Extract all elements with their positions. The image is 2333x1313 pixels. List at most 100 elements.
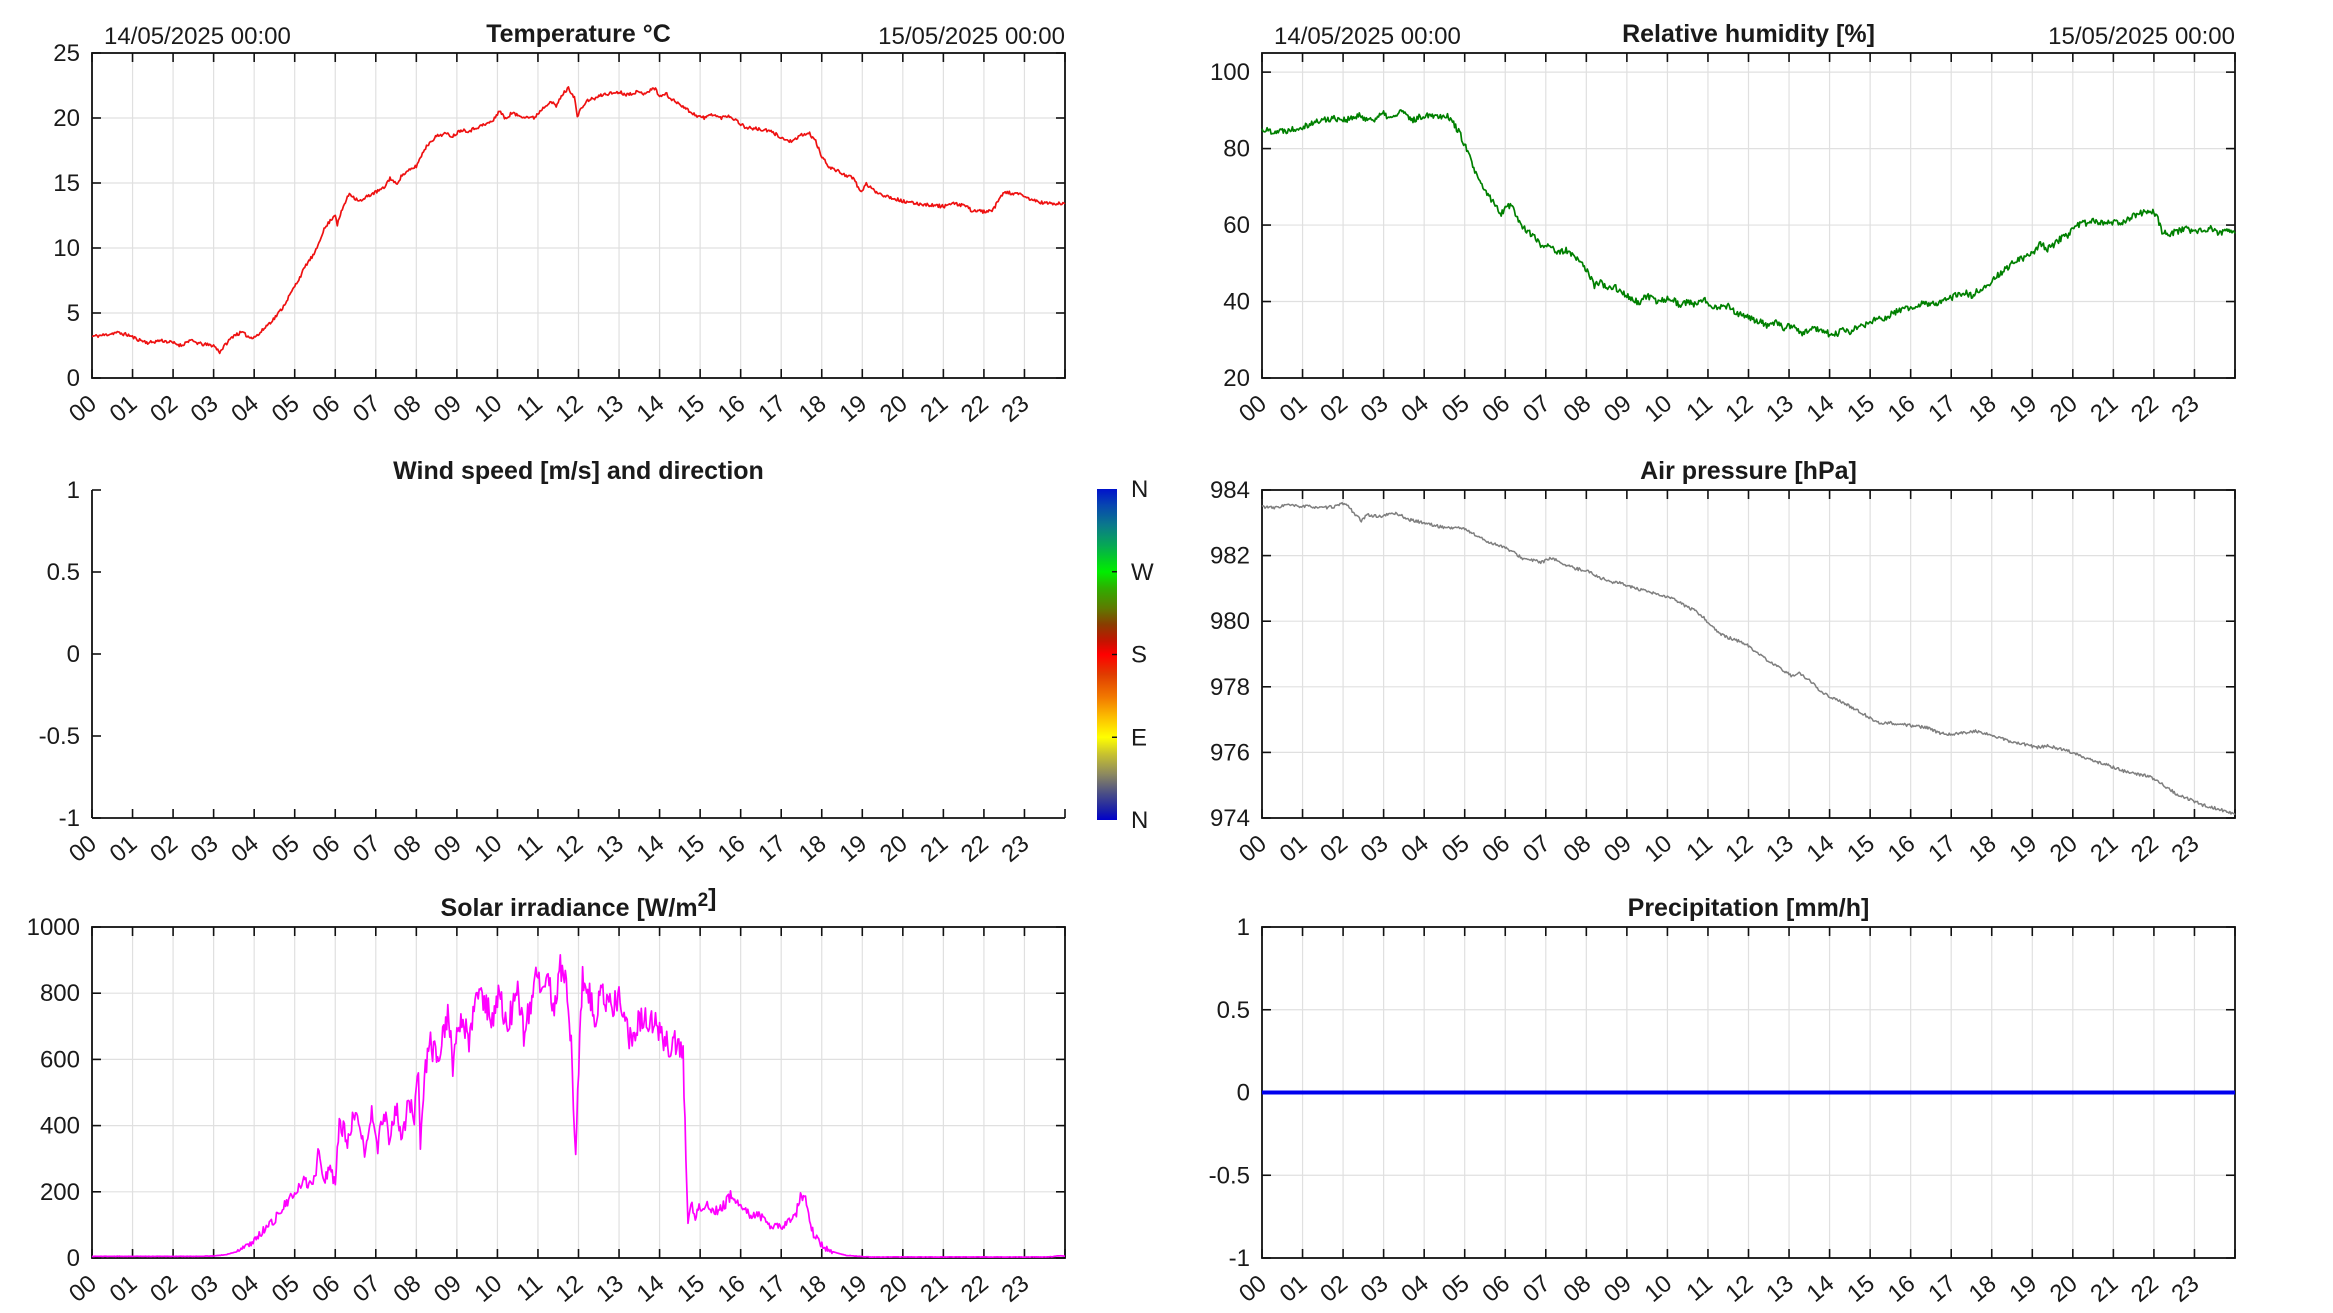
x-tick-label: 02 [1315, 1270, 1353, 1308]
x-tick-label: 11 [1681, 390, 1717, 427]
x-tick-label: 14 [632, 390, 670, 428]
x-tick-label: 00 [1234, 830, 1272, 868]
x-tick-label: 22 [956, 1270, 994, 1308]
grid-lines [1262, 490, 2235, 818]
x-tick-label: 19 [2004, 1270, 2042, 1308]
wind-direction-colorbar: N W S E N [1097, 476, 1154, 834]
x-tick-label: 20 [2045, 830, 2083, 868]
x-tick-label: 08 [1558, 390, 1596, 428]
y-tick-label: 0 [67, 1245, 80, 1272]
x-tick-label: 01 [1275, 1270, 1313, 1308]
y-tick-label: 0 [67, 365, 80, 392]
x-tick-label: 10 [1639, 390, 1677, 428]
x-tick-label: 14 [1802, 1270, 1840, 1308]
x-tick-label: 00 [1234, 1270, 1272, 1308]
y-tick-label: 15 [53, 170, 80, 197]
x-tick-label: 05 [267, 830, 305, 868]
x-tick-label: 21 [915, 1270, 953, 1308]
x-tick-label: 14 [632, 1270, 670, 1308]
x-tick-label: 06 [1477, 390, 1515, 428]
y-tick-label: 976 [1210, 739, 1250, 766]
x-tick-label: 17 [1923, 390, 1961, 428]
x-tick-label: 15 [672, 1270, 710, 1308]
y-tick-label: 25 [53, 40, 80, 67]
y-tick-label: 40 [1223, 289, 1250, 316]
x-tick-label: 08 [1558, 830, 1596, 868]
x-tick-label: 03 [1356, 390, 1394, 428]
x-tick-label: 14 [632, 830, 670, 868]
chart-title: Precipitation [mm/h] [1628, 894, 1870, 922]
x-tick-label: 14 [1802, 830, 1840, 868]
tick-marks [1261, 489, 2236, 819]
chart-title: Temperature °C [486, 20, 671, 48]
y-tick-label: 982 [1210, 543, 1250, 570]
x-tick-label: 07 [348, 1270, 386, 1308]
x-tick-label: 02 [145, 830, 183, 868]
x-tick-label: 23 [2167, 830, 2205, 868]
x-tick-label: 04 [1396, 1270, 1434, 1308]
x-tick-label: 16 [713, 1270, 751, 1308]
x-tick-label: 12 [551, 830, 589, 868]
start-date-label: 14/05/2025 00:00 [104, 23, 291, 50]
series-line-solar [91, 954, 1066, 1259]
x-tick-label: 15 [1842, 1270, 1880, 1308]
x-tick-label: 16 [1883, 830, 1921, 868]
x-tick-label: 09 [1599, 830, 1637, 868]
x-tick-label: 03 [1356, 1270, 1394, 1308]
start-date-label: 14/05/2025 00:00 [1274, 23, 1461, 50]
x-tick-label: 17 [753, 1270, 791, 1308]
x-tick-label: 07 [1518, 1270, 1556, 1308]
x-tick-label: 16 [1883, 390, 1921, 428]
x-tick-label: 13 [591, 1270, 629, 1308]
x-tick-label: 05 [1437, 830, 1475, 868]
y-tick-label: 974 [1210, 805, 1250, 832]
x-tick-label: 18 [794, 1270, 832, 1308]
x-tick-label: 05 [267, 390, 305, 428]
x-tick-label: 11 [511, 1270, 547, 1307]
x-tick-label: 12 [551, 390, 589, 428]
x-tick-label: 15 [672, 830, 710, 868]
x-tick-label: 21 [2085, 390, 2123, 428]
y-tick-label: 980 [1210, 608, 1250, 635]
x-tick-label: 19 [2004, 390, 2042, 428]
chart-title: Wind speed [m/s] and direction [393, 457, 764, 485]
series-line-temperature [91, 86, 1066, 355]
y-tick-label: -0.5 [39, 723, 80, 750]
x-tick-label: 20 [2045, 390, 2083, 428]
x-tick-label: 17 [1923, 1270, 1961, 1308]
x-tick-label: 12 [1721, 830, 1759, 868]
y-tick-label: 80 [1223, 136, 1250, 163]
y-tick-label: -1 [1229, 1245, 1250, 1272]
x-tick-label: 17 [1923, 830, 1961, 868]
x-tick-label: 21 [2085, 1270, 2123, 1308]
x-tick-label: 04 [226, 830, 264, 868]
x-tick-label: 13 [1761, 830, 1799, 868]
x-tick-label: 22 [2126, 830, 2164, 868]
x-tick-label: 20 [2045, 1270, 2083, 1308]
x-tick-label: 23 [997, 1270, 1035, 1308]
x-tick-label: 01 [105, 390, 143, 428]
y-tick-label: 1000 [27, 914, 80, 941]
x-tick-label: 09 [1599, 390, 1637, 428]
y-tick-label: 600 [40, 1046, 80, 1073]
x-tick-label: 00 [64, 830, 102, 868]
x-tick-label: 21 [915, 390, 953, 428]
x-tick-label: 02 [145, 390, 183, 428]
x-tick-label: 23 [997, 390, 1035, 428]
x-tick-label: 16 [713, 390, 751, 428]
x-tick-label: 01 [1275, 830, 1313, 868]
x-tick-label: 22 [956, 390, 994, 428]
x-tick-label: 19 [2004, 830, 2042, 868]
x-tick-label: 10 [1639, 830, 1677, 868]
x-tick-label: 02 [1315, 390, 1353, 428]
series-line-pressure [1261, 501, 2236, 816]
chart-title: Solar irradiance [W/m2] [441, 884, 717, 922]
x-tick-label: 16 [713, 830, 751, 868]
x-tick-label: 12 [551, 1270, 589, 1308]
x-tick-label: 02 [1315, 830, 1353, 868]
x-tick-label: 10 [469, 830, 507, 868]
